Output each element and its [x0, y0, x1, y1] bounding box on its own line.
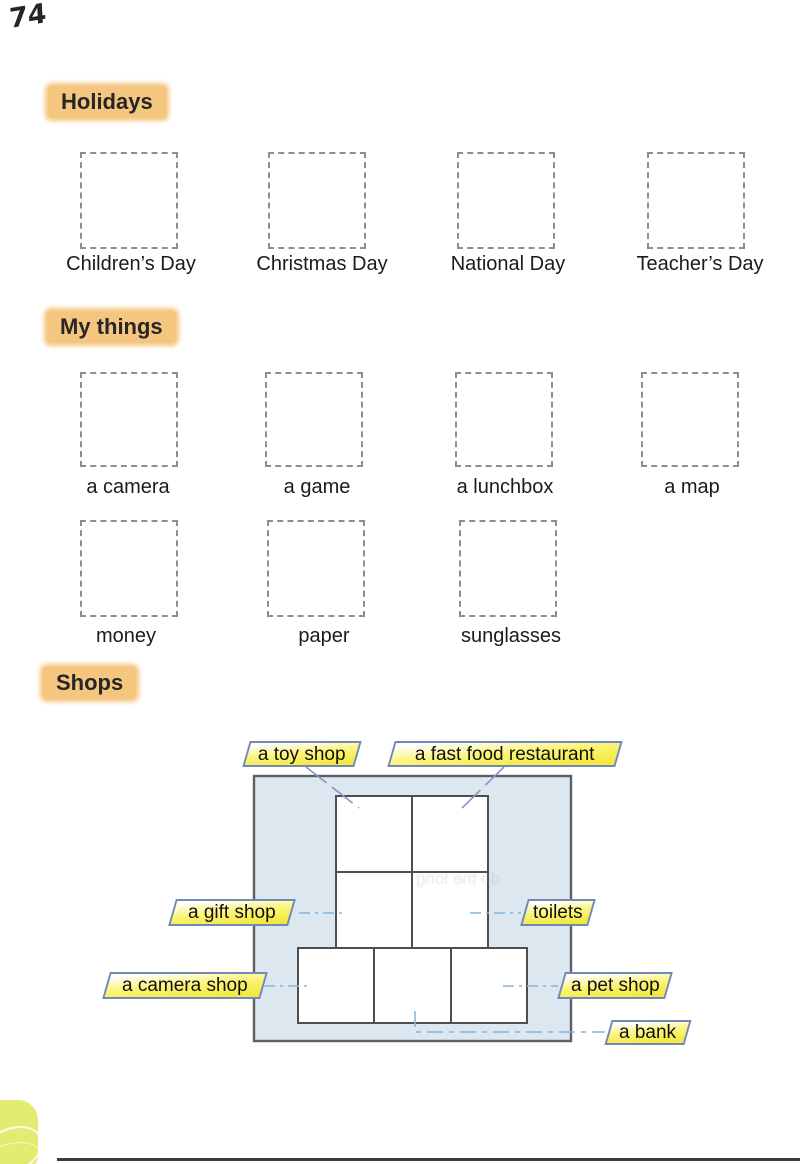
mall-lower-rooms [297, 947, 528, 1024]
flashcard-box-money [80, 520, 178, 617]
flashcard-box-childrens-day [80, 152, 178, 249]
section-heading-my-things: My things [47, 311, 176, 344]
flashcard-box-game [265, 372, 363, 467]
shop-label-camera-shop-text: a camera shop [122, 975, 248, 996]
connector-bank [414, 1011, 605, 1033]
shop-label-bank: a bank [604, 1020, 692, 1045]
page-number: 74 [8, 0, 48, 36]
flashcard-box-sunglasses [459, 520, 557, 617]
connector-toy-shop [305, 766, 360, 809]
shop-label-toy-shop: a toy shop [242, 741, 362, 767]
flashcard-label-sunglasses: sunglasses [460, 625, 562, 647]
section-heading-holidays: Holidays [48, 86, 166, 119]
page-number-tab [0, 1100, 38, 1164]
shop-label-pet-shop-text: a pet shop [570, 975, 660, 996]
shop-label-toilets-text: toilets [533, 902, 583, 923]
flashcard-label-paper: paper [298, 625, 350, 647]
shop-label-bank-text: a bank [619, 1022, 677, 1043]
flashcard-box-national-day [457, 152, 555, 249]
flashcard-box-paper [267, 520, 365, 617]
shop-label-toy-shop-text: a toy shop [258, 743, 346, 765]
page-bottom-edge-line [57, 1158, 800, 1161]
flashcard-label-money: money [95, 625, 157, 647]
flashcard-label-map: a map [664, 476, 720, 498]
flashcard-label-camera: a camera [86, 476, 170, 498]
flashcard-label-christmas-day: Christmas Day [256, 253, 388, 275]
shop-label-pet-shop: a pet shop [557, 972, 673, 999]
flashcard-box-camera [80, 372, 178, 467]
shop-label-camera-shop: a camera shop [102, 972, 268, 999]
shop-label-toilets: toilets [520, 899, 596, 926]
flashcard-label-teachers-day: Teacher’s Day [636, 253, 764, 275]
shop-label-fast-food: a fast food restaurant [387, 741, 623, 767]
mall-outline-rect [252, 774, 573, 1043]
shop-label-gift-shop: a gift shop [168, 899, 296, 926]
shop-label-gift-shop-text: a gift shop [188, 902, 276, 923]
flashcard-box-lunchbox [455, 372, 553, 467]
shop-label-fast-food-text: a fast food restaurant [415, 743, 595, 765]
flashcard-box-map [641, 372, 739, 467]
flashcard-label-game: a game [283, 476, 351, 498]
flashcard-box-teachers-day [647, 152, 745, 249]
connector-fast-food [461, 766, 505, 809]
flashcard-label-national-day: National Day [450, 253, 566, 275]
flashcard-label-childrens-day: Children’s Day [66, 253, 196, 275]
flashcard-label-lunchbox: a lunchbox [456, 476, 554, 498]
flashcard-box-christmas-day [268, 152, 366, 249]
bleed-through-text: do the long [415, 869, 500, 888]
section-heading-shops: Shops [43, 667, 137, 700]
